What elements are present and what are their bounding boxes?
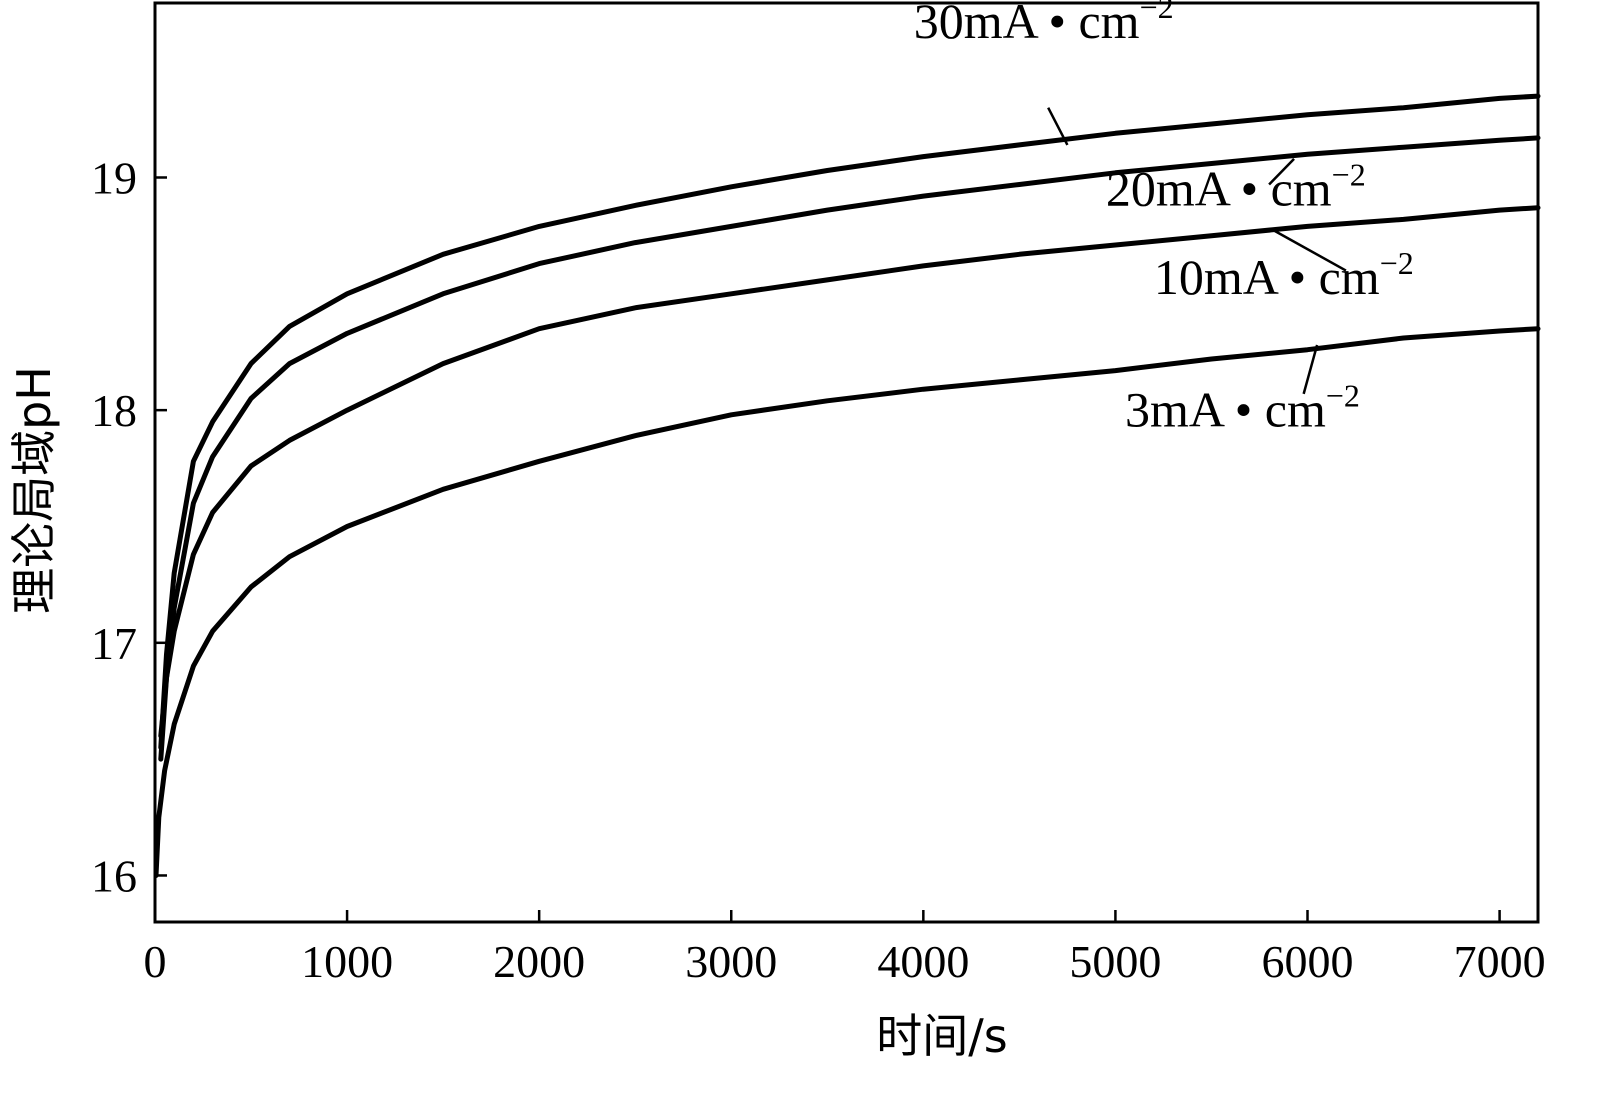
series-label: 10mA • cm−2 (1154, 245, 1414, 305)
series-line (153, 326, 1541, 878)
series-line (158, 205, 1541, 739)
plot-frame (153, 1, 1540, 924)
series-label-dot: • (1276, 249, 1319, 305)
x-axis-title: 时间/s (876, 1009, 1007, 1063)
series-label-unit: cm (1271, 160, 1332, 216)
series-line (158, 93, 1541, 750)
series-leader-line (1274, 229, 1347, 272)
y-axis: 16 17 18 19 (91, 152, 167, 901)
x-tick-label: 7000 (1454, 936, 1546, 987)
series-group (153, 93, 1541, 878)
x-axis: 0 1000 2000 3000 4000 5000 6000 7000 (144, 910, 1546, 987)
series-label-main: 10mA (1154, 249, 1279, 305)
series-line (158, 135, 1541, 762)
series-label-exp: −2 (1380, 245, 1414, 281)
series-label-exp: −2 (1332, 156, 1366, 192)
x-tick-label: 4000 (877, 936, 969, 987)
series-label-dot: • (1228, 160, 1271, 216)
series-label: 3mA • cm−2 (1125, 377, 1360, 437)
x-tick-label: 1000 (301, 936, 393, 987)
x-tick-label: 5000 (1069, 936, 1161, 987)
series-leader-line (1302, 344, 1319, 395)
series-label-unit: cm (1265, 381, 1326, 437)
x-tick-label: 6000 (1262, 936, 1354, 987)
series-label: 20mA • cm−2 (1106, 156, 1366, 216)
series-label-dot: • (1036, 0, 1079, 49)
series-label-main: 3mA (1125, 381, 1225, 437)
series-leader-line (1268, 158, 1295, 186)
x-tick-label: 3000 (685, 936, 777, 987)
series-label-dot: • (1222, 381, 1265, 437)
series-label-exp: −2 (1326, 377, 1360, 413)
y-tick-label: 19 (91, 152, 137, 203)
y-tick-label: 16 (91, 850, 137, 901)
series-leader-line (1047, 107, 1069, 146)
series-label-main: 30mA (914, 0, 1039, 49)
y-axis-title: 理论局域pH (7, 366, 61, 614)
y-tick-label: 18 (91, 385, 137, 436)
y-tick-label: 17 (91, 618, 137, 669)
series-label-unit: cm (1078, 0, 1139, 49)
series-label-unit: cm (1319, 249, 1380, 305)
x-tick-label: 2000 (493, 936, 585, 987)
x-tick-label: 0 (144, 936, 167, 987)
series-label-main: 20mA (1106, 160, 1231, 216)
series-label: 30mA • cm−2 (914, 0, 1174, 49)
